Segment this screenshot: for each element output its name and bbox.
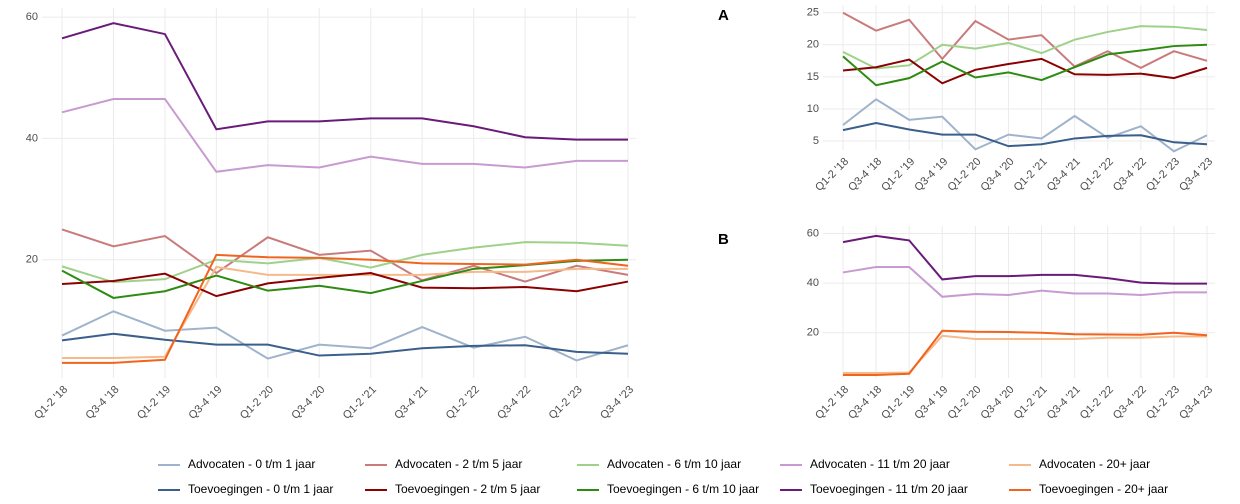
y-tick-label: 20 <box>807 327 819 339</box>
x-tick-label: Q3-4 '19 <box>186 384 224 422</box>
legend-label: Toevoegingen - 6 t/m 10 jaar <box>607 482 759 496</box>
y-tick-label: 20 <box>807 39 819 51</box>
x-tick-label: Q3-4 '22 <box>495 384 533 422</box>
series-line <box>62 253 629 364</box>
x-tick-label: Q1-2 '19 <box>879 156 917 194</box>
x-tick-label: Q1-2 '18 <box>813 384 851 422</box>
series-line <box>61 332 629 357</box>
y-tick-label: 60 <box>807 227 819 239</box>
x-tick-label: Q3-4 '19 <box>912 384 950 422</box>
legend-label: Advocaten - 6 t/m 10 jaar <box>607 457 741 471</box>
series-line <box>843 334 1207 375</box>
series-line <box>61 258 629 299</box>
x-tick-label: Q3-4 '21 <box>1045 156 1083 194</box>
x-tick-label: Q1-2 '20 <box>945 156 983 194</box>
panel-title: A <box>718 7 729 24</box>
series-line <box>843 329 1208 377</box>
x-tick-label: Q1-2 '20 <box>238 384 276 422</box>
x-tick-label: Q3-4 '18 <box>846 384 884 422</box>
legend-label: Toevoegingen - 20+ jaar <box>1039 482 1168 496</box>
y-tick-label: 5 <box>813 135 819 147</box>
x-tick-label: Q3-4 '21 <box>1045 384 1083 422</box>
x-tick-label: Q1-2 '18 <box>813 156 851 194</box>
x-tick-label: Q1-2 '20 <box>945 384 983 422</box>
series-line <box>61 310 629 362</box>
x-tick-label: Q1-2 '22 <box>1078 156 1116 194</box>
legend-label: Advocaten - 11 t/m 20 jaar <box>810 457 950 471</box>
x-tick-label: Q1-2 '19 <box>135 384 173 422</box>
x-tick-label: Q3-4 '18 <box>84 384 122 422</box>
legend-label: Advocaten - 2 t/m 5 jaar <box>395 457 522 471</box>
series-line <box>842 265 1207 298</box>
x-tick-label: Q3-4 '23 <box>598 384 636 422</box>
y-tick-label: 15 <box>807 71 819 83</box>
legend-label: Advocaten - 20+ jaar <box>1039 457 1150 471</box>
y-tick-label: 25 <box>807 7 819 19</box>
series-line <box>842 98 1208 153</box>
y-tick-label: 40 <box>26 132 38 144</box>
x-tick-label: Q3-4 '22 <box>1111 156 1149 194</box>
legend-label: Toevoegingen - 2 t/m 5 jaar <box>395 482 540 496</box>
x-tick-label: Q1-2 '22 <box>1078 384 1116 422</box>
legend-label: Toevoegingen - 0 t/m 1 jaar <box>188 482 333 496</box>
x-tick-label: Q1-2 '19 <box>879 384 917 422</box>
y-tick-label: 60 <box>26 11 38 23</box>
series-line <box>61 228 629 283</box>
x-tick-label: Q1-2 '23 <box>547 384 585 422</box>
x-tick-label: Q3-4 '19 <box>912 156 950 194</box>
x-tick-label: Q1-2 '21 <box>341 384 379 422</box>
x-tick-label: Q3-4 '20 <box>289 384 327 422</box>
x-tick-label: Q3-4 '20 <box>979 156 1017 194</box>
legend-label: Toevoegingen - 11 t/m 20 jaar <box>810 482 968 496</box>
x-tick-label: Q1-2 '21 <box>1012 384 1050 422</box>
series-line <box>61 241 629 284</box>
x-tick-label: Q1-2 '22 <box>444 384 482 422</box>
y-tick-label: 20 <box>26 254 38 266</box>
series-line <box>842 43 1208 87</box>
series-line <box>61 272 629 298</box>
y-tick-label: 40 <box>807 277 819 289</box>
x-tick-label: Q1-2 '23 <box>1144 156 1182 194</box>
x-tick-label: Q3-4 '18 <box>846 156 884 194</box>
series-line <box>842 11 1208 69</box>
panel-title: B <box>718 231 729 248</box>
series-line <box>842 57 1208 85</box>
x-tick-label: Q3-4 '23 <box>1177 156 1215 194</box>
series-line <box>842 25 1208 70</box>
x-tick-label: Q3-4 '20 <box>979 384 1017 422</box>
x-tick-label: Q3-4 '21 <box>392 384 430 422</box>
series-line <box>61 22 628 141</box>
x-tick-label: Q1-2 '23 <box>1144 384 1182 422</box>
series-line <box>842 234 1207 285</box>
x-tick-label: Q1-2 '21 <box>1012 156 1050 194</box>
legend-label: Advocaten - 0 t/m 1 jaar <box>188 457 315 471</box>
x-tick-label: Q1-2 '18 <box>32 384 70 422</box>
x-tick-label: Q3-4 '22 <box>1111 384 1149 422</box>
series-line <box>61 97 628 173</box>
y-tick-label: 10 <box>807 103 819 115</box>
series-line <box>842 122 1208 148</box>
x-tick-label: Q3-4 '23 <box>1177 384 1215 422</box>
